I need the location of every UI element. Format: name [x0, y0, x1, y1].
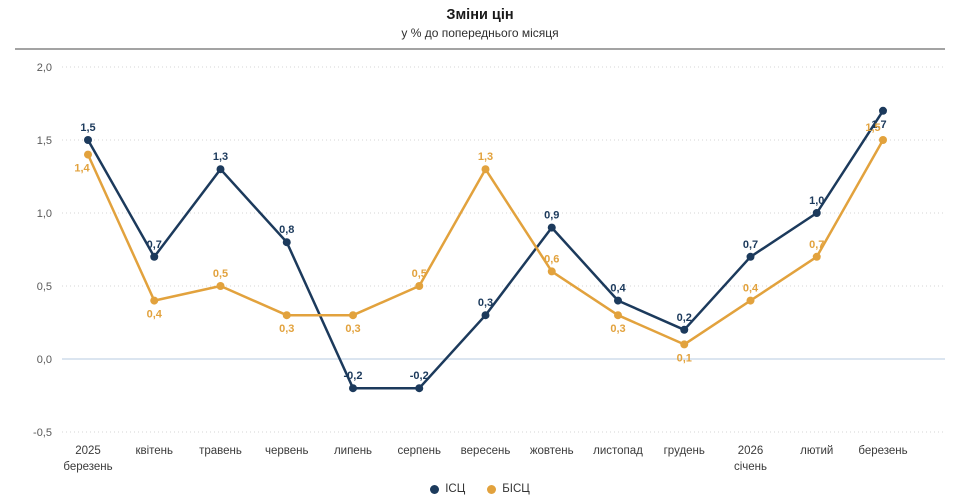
header-divider [15, 48, 945, 50]
legend-label-icc: ІСЦ [445, 483, 466, 495]
x-axis-label: червень [265, 445, 309, 457]
data-label-ІСЦ: 1,5 [80, 122, 95, 134]
data-label-ІСЦ: 1,0 [809, 195, 824, 207]
data-label-БІСЦ: 0,5 [213, 268, 228, 280]
data-label-БІСЦ: 0,1 [677, 352, 692, 364]
data-point-БІСЦ[interactable] [150, 296, 159, 305]
x-axis-label: липень [334, 445, 372, 457]
data-point-БІСЦ[interactable] [746, 296, 755, 305]
data-label-ІСЦ: 0,2 [677, 312, 692, 324]
chart-subtitle: у % до попереднього місяця [401, 25, 559, 40]
x-axis-label: 2025 [75, 445, 101, 457]
data-point-БІСЦ[interactable] [614, 311, 622, 320]
data-label-ІСЦ: -0,2 [410, 370, 429, 382]
legend-marker-icc-icon [430, 484, 440, 494]
data-point-ІСЦ[interactable] [481, 311, 490, 320]
x-axis-label: серпень [397, 445, 441, 457]
data-label-БІСЦ: 0,3 [610, 323, 625, 335]
data-label-ІСЦ: 0,4 [610, 283, 626, 295]
data-label-ІСЦ: 0,7 [743, 239, 758, 251]
y-tick-label: 1,5 [37, 135, 52, 147]
x-axis-label: листопад [593, 445, 643, 457]
data-label-БІСЦ: 0,3 [279, 323, 294, 335]
data-label-БІСЦ: 1,3 [478, 151, 493, 163]
data-point-ІСЦ[interactable] [812, 209, 821, 217]
data-label-ІСЦ: 0,9 [544, 210, 559, 222]
data-point-ІСЦ[interactable] [680, 325, 689, 334]
data-point-БІСЦ[interactable] [349, 311, 357, 320]
y-tick-label: 0,0 [37, 354, 52, 366]
data-point-БІСЦ[interactable] [547, 267, 556, 276]
data-point-ІСЦ[interactable] [349, 384, 357, 393]
y-tick-label: 1,0 [37, 208, 52, 220]
data-point-ІСЦ[interactable] [746, 252, 755, 261]
y-tick-label: 0,5 [37, 281, 52, 293]
chart-title: Зміни цін [446, 7, 514, 23]
data-point-БІСЦ[interactable] [216, 282, 225, 290]
data-point-БІСЦ[interactable] [84, 150, 92, 159]
x-axis-label: лютий [800, 445, 833, 457]
data-point-БІСЦ[interactable] [481, 165, 490, 174]
x-axis-label: березень [858, 445, 907, 457]
data-point-ІСЦ[interactable] [879, 106, 887, 115]
data-label-БІСЦ: 0,3 [345, 323, 360, 335]
x-axis-label: жовтень [530, 445, 574, 457]
data-label-БІСЦ: 0,4 [147, 309, 163, 321]
data-point-БІСЦ[interactable] [680, 340, 689, 349]
data-label-БІСЦ: 1,5 [865, 122, 880, 134]
data-point-ІСЦ[interactable] [614, 296, 622, 305]
y-tick-label: -0,5 [33, 427, 52, 439]
legend-item-icc[interactable]: ІСЦ [430, 483, 465, 495]
x-axis-label: квітень [135, 445, 173, 457]
x-axis-label: травень [199, 445, 242, 457]
legend-marker-bicc-icon [487, 484, 497, 494]
x-axis-label: 2026 [738, 445, 764, 457]
data-label-ІСЦ: 0,3 [478, 297, 493, 309]
data-label-БІСЦ: 0,5 [412, 268, 427, 280]
legend-label-bicc: БІСЦ [502, 483, 530, 495]
data-point-ІСЦ[interactable] [150, 252, 159, 261]
data-point-ІСЦ[interactable] [282, 238, 291, 247]
legend-item-bicc[interactable]: БІСЦ [487, 483, 530, 495]
data-label-ІСЦ: -0,2 [344, 370, 363, 382]
data-point-БІСЦ[interactable] [415, 282, 424, 290]
x-axis-label: січень [734, 461, 767, 473]
data-label-БІСЦ: 1,4 [74, 163, 90, 175]
x-axis-label: березень [63, 461, 112, 473]
chart-legend: ІСЦ БІСЦ [0, 483, 960, 495]
data-point-ІСЦ[interactable] [547, 223, 556, 232]
data-point-БІСЦ[interactable] [879, 136, 887, 144]
x-axis-label: грудень [664, 445, 705, 457]
data-point-БІСЦ[interactable] [812, 252, 821, 261]
data-label-ІСЦ: 0,8 [279, 224, 294, 236]
data-point-ІСЦ[interactable] [216, 165, 225, 174]
data-label-ІСЦ: 1,3 [213, 151, 228, 163]
data-label-БІСЦ: 0,7 [809, 239, 824, 251]
data-point-БІСЦ[interactable] [282, 311, 291, 320]
data-label-ІСЦ: 1,7 [871, 119, 886, 131]
x-axis-label: вересень [461, 445, 511, 457]
data-label-ІСЦ: 0,7 [147, 239, 162, 251]
data-point-ІСЦ[interactable] [84, 136, 92, 144]
chart-header: Зміни цін у % до попереднього місяця [0, 6, 960, 41]
data-point-ІСЦ[interactable] [415, 384, 424, 393]
data-label-БІСЦ: 0,6 [544, 253, 559, 265]
data-label-БІСЦ: 0,4 [743, 283, 759, 295]
y-tick-label: 2,0 [37, 62, 52, 74]
